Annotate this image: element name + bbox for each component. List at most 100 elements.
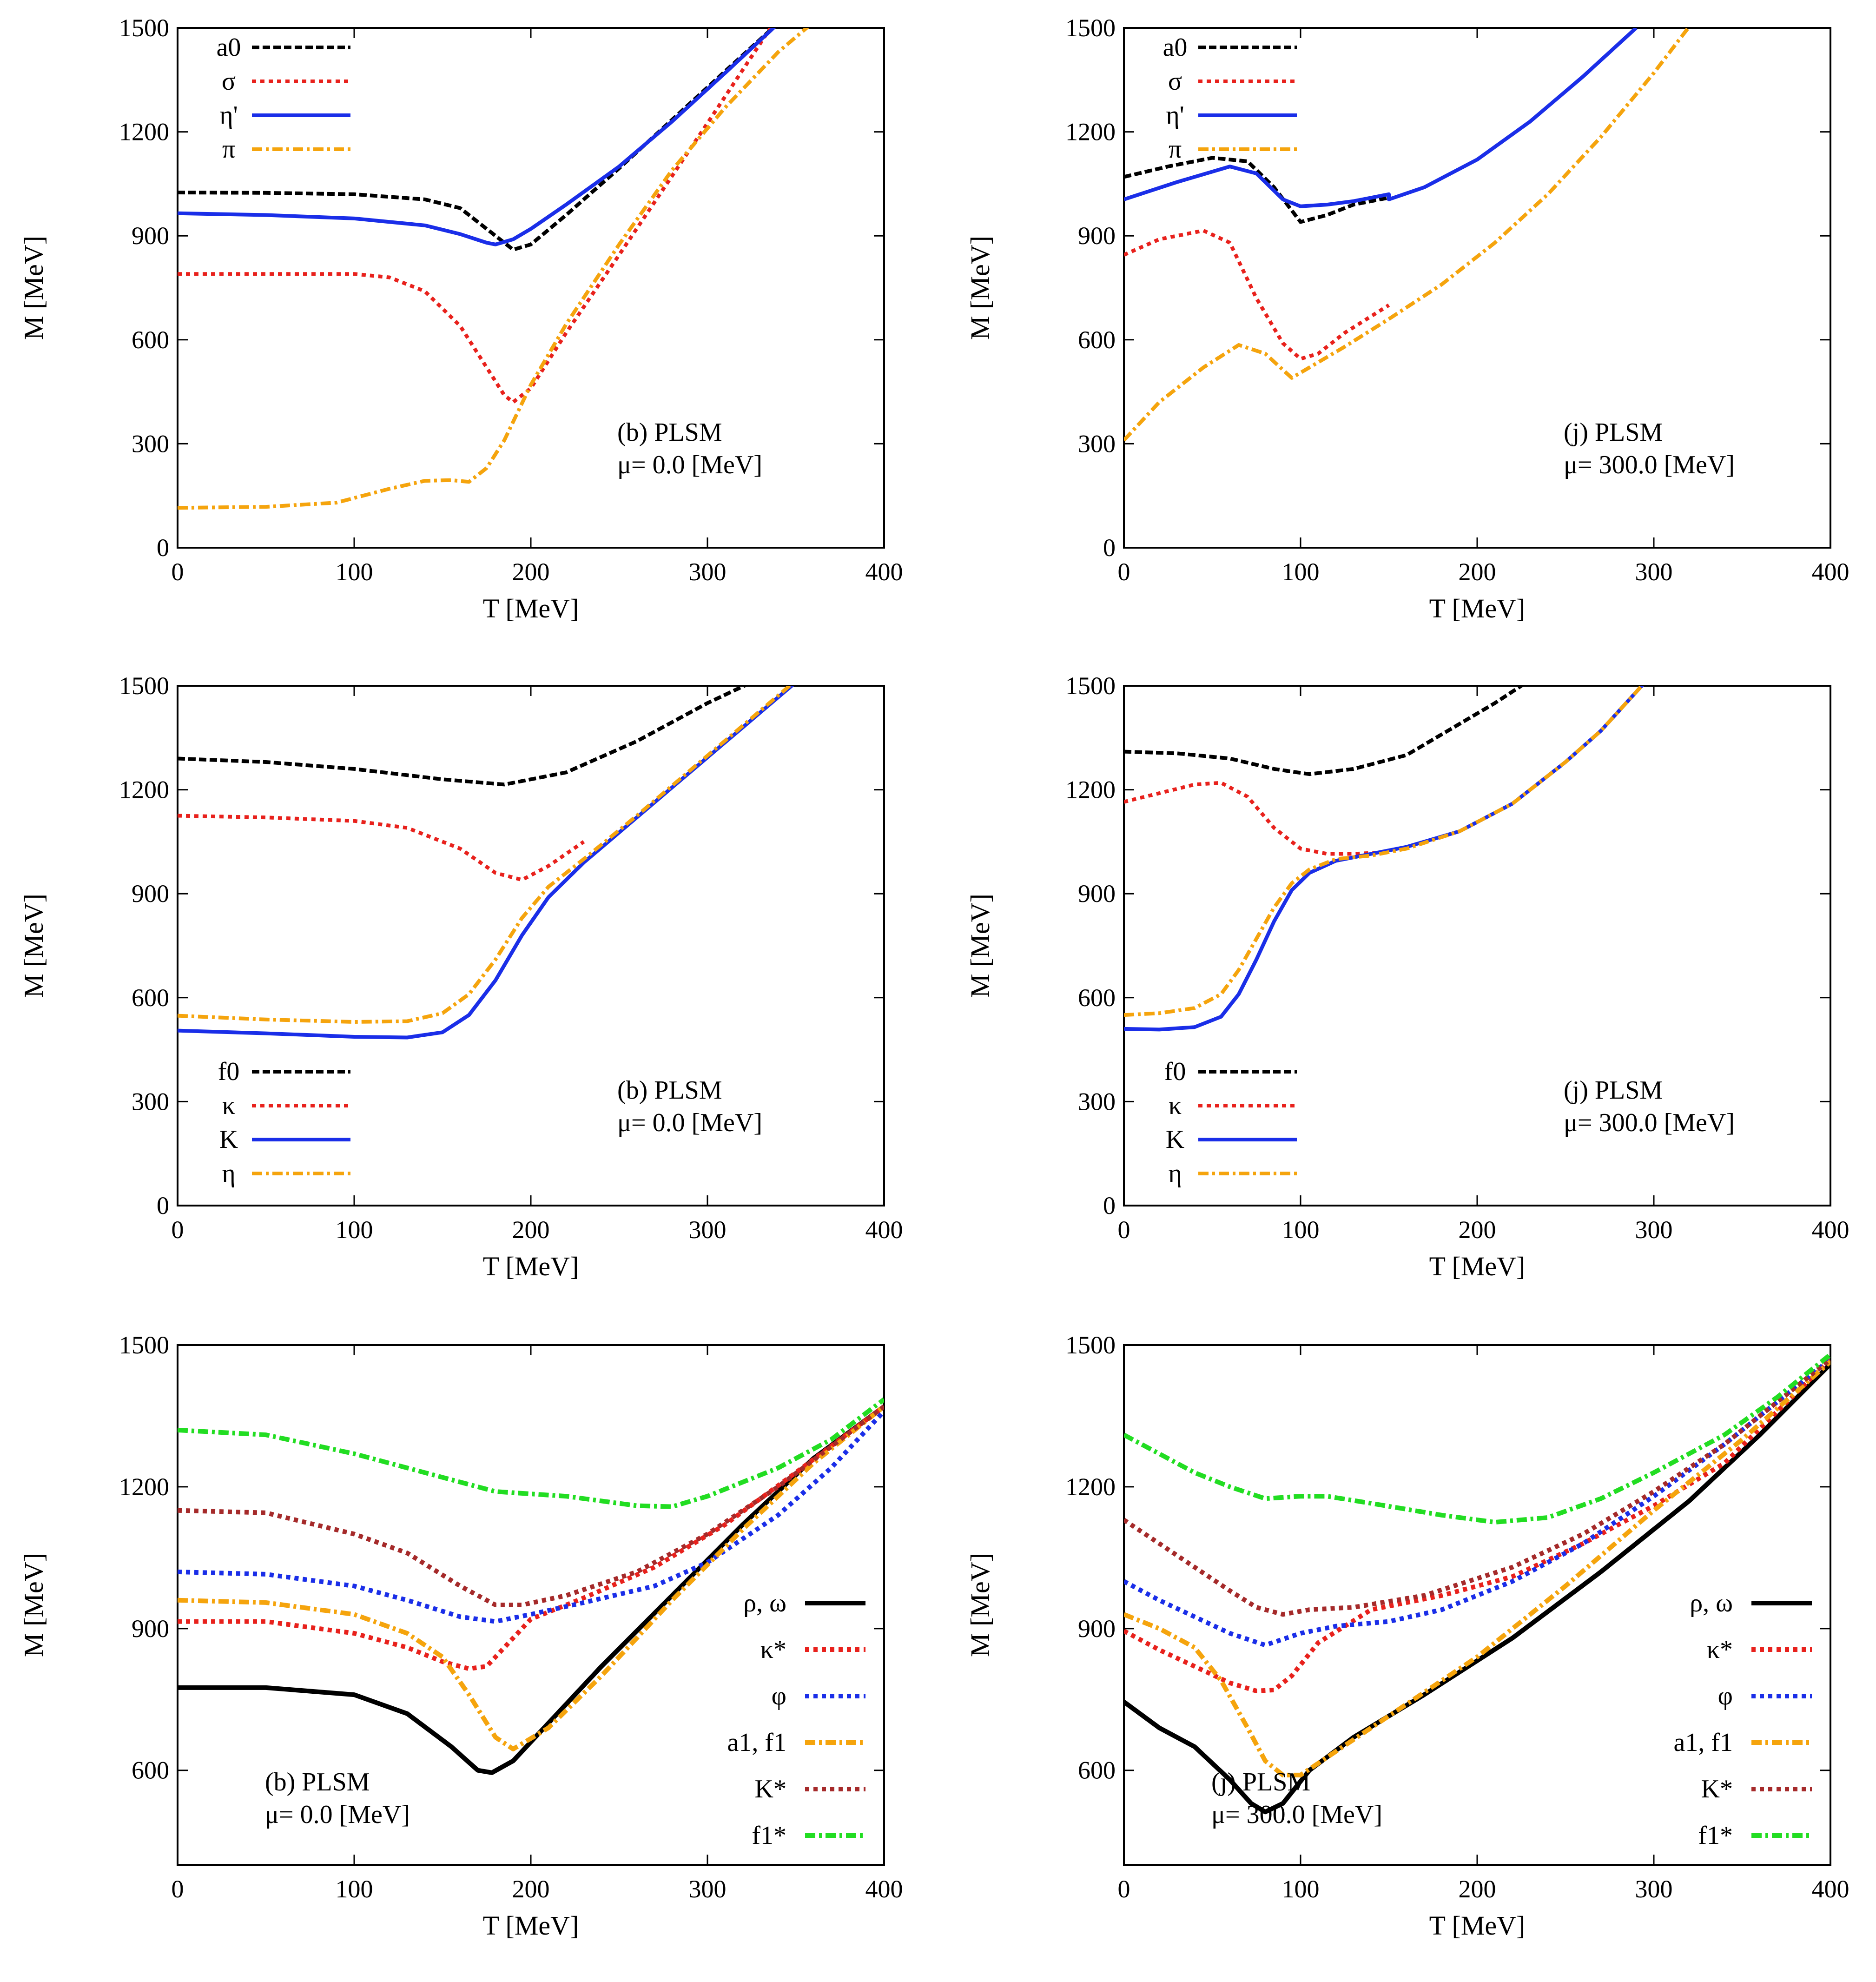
x-tick-label: 400 xyxy=(865,1216,903,1244)
x-tick-label: 300 xyxy=(689,558,727,586)
series-line-2 xyxy=(1124,229,1390,361)
y-tick-label: 900 xyxy=(132,222,169,250)
series-line-2 xyxy=(1124,781,1389,856)
chart-panel-pseudoscalar-mesons-mu0: 0 100 200 300 400 0 300 600 900 1200 1500 T [MeV] M … xyxy=(19,672,903,1281)
y-tick-label: 0 xyxy=(157,1192,169,1220)
legend-label-2: κ* xyxy=(760,1635,786,1664)
chart-panel-pseudoscalar-mesons-mu300: 0 100 200 300 400 0 300 600 900 1200 1500 T [MeV] M … xyxy=(965,672,1850,1281)
y-tick-label: 900 xyxy=(1078,222,1116,250)
legend-label-4: a1, f1 xyxy=(1673,1728,1733,1757)
legend-label-4: π xyxy=(1169,135,1182,164)
x-tick-label: 0 xyxy=(172,558,184,586)
legend-label-2: κ xyxy=(222,1091,235,1120)
x-tick-label: 300 xyxy=(1635,558,1673,586)
series-line-4 xyxy=(1124,1359,1830,1777)
legend-label-3: φ xyxy=(772,1682,786,1710)
legend-label-1: ρ, ω xyxy=(1690,1589,1733,1617)
x-tick-label: 0 xyxy=(1118,1875,1130,1903)
y-tick-label: 1200 xyxy=(119,1473,169,1501)
legend-label-5: K* xyxy=(1701,1775,1733,1803)
y-tick-label: 0 xyxy=(157,534,169,562)
x-tick-label: 100 xyxy=(336,1875,373,1903)
series-line-5 xyxy=(1124,1357,1830,1617)
x-tick-label: 0 xyxy=(1118,558,1130,586)
legend-label-4: a1, f1 xyxy=(727,1728,786,1757)
y-tick-label: 900 xyxy=(132,880,169,908)
panel-annotation-1: (j) PLSM xyxy=(1564,418,1663,447)
legend-label-4: π xyxy=(222,135,235,164)
x-tick-label: 200 xyxy=(512,1875,550,1903)
series-line-1 xyxy=(1124,156,1389,224)
legend-label-5: K* xyxy=(755,1775,786,1803)
legend-label-1: f0 xyxy=(218,1057,240,1086)
series-line-2 xyxy=(1124,1357,1830,1693)
x-tick-label: 0 xyxy=(1118,1216,1130,1244)
panel-annotation-1: (b) PLSM xyxy=(617,1076,722,1105)
y-tick-label: 1500 xyxy=(1065,1331,1116,1359)
x-tick-label: 100 xyxy=(336,1216,373,1244)
series-line-1 xyxy=(178,1405,884,1775)
panel-annotation-2: μ= 0.0 [MeV] xyxy=(617,451,762,479)
y-axis-title: M [MeV] xyxy=(19,894,49,998)
y-tick-label: 600 xyxy=(1078,326,1116,354)
x-tick-label: 100 xyxy=(1282,1216,1320,1244)
y-tick-label: 600 xyxy=(132,1757,169,1784)
series-group xyxy=(178,28,810,510)
y-axis-title: M [MeV] xyxy=(19,236,49,340)
x-tick-label: 300 xyxy=(689,1216,727,1244)
legend-label-3: η' xyxy=(219,101,238,130)
y-tick-label: 1500 xyxy=(119,1331,169,1359)
series-line-1 xyxy=(1124,686,1525,776)
x-axis-title: T [MeV] xyxy=(1429,593,1526,623)
series-line-4 xyxy=(1124,28,1691,442)
x-tick-label: 200 xyxy=(512,558,550,586)
y-tick-label: 1200 xyxy=(119,118,169,146)
panel-annotation-2: μ= 0.0 [MeV] xyxy=(617,1108,762,1137)
chart-panel-scalar-mesons-mu0: 0 100 200 300 400 0 300 600 900 1200 1500 T [MeV] M … xyxy=(19,14,903,623)
series-line-4 xyxy=(178,1405,884,1751)
legend-label-4: η xyxy=(1168,1159,1182,1188)
panel-annotation-1: (b) PLSM xyxy=(617,418,722,447)
legend-label-2: κ xyxy=(1169,1091,1182,1120)
x-axis-title: T [MeV] xyxy=(483,1251,579,1281)
series-line-4 xyxy=(178,686,793,1024)
x-tick-label: 200 xyxy=(1459,1216,1496,1244)
legend-label-4: η xyxy=(222,1159,235,1188)
series-line-2 xyxy=(178,814,585,882)
legend-label-1: a0 xyxy=(217,33,241,62)
series-line-3 xyxy=(1124,1357,1830,1648)
series-line-5 xyxy=(178,1405,884,1607)
y-tick-label: 600 xyxy=(1078,984,1116,1012)
chart-panel-vector-mesons-mu300: 0 100 200 300 400 600 900 1200 1500 T [MeV] M [MeV… xyxy=(965,1331,1850,1941)
legend-label-3: φ xyxy=(1718,1682,1733,1710)
series-group xyxy=(1124,686,1645,1032)
y-tick-label: 1200 xyxy=(1065,1473,1116,1501)
x-axis-title: T [MeV] xyxy=(483,1910,579,1941)
series-line-3 xyxy=(1124,28,1638,208)
series-group xyxy=(178,1397,884,1775)
y-tick-label: 1200 xyxy=(1065,118,1116,146)
panel-annotation-2: μ= 300.0 [MeV] xyxy=(1564,1108,1735,1137)
panel-annotation-1: (j) PLSM xyxy=(1564,1076,1663,1105)
x-tick-label: 400 xyxy=(1812,558,1850,586)
series-line-4 xyxy=(1124,686,1645,1017)
legend-label-2: κ* xyxy=(1707,1635,1733,1664)
x-tick-label: 300 xyxy=(1635,1875,1673,1903)
y-tick-label: 0 xyxy=(1103,534,1116,562)
chart-panel-vector-mesons-mu0: 0 100 200 300 400 600 900 1200 1500 T [MeV] M [MeV… xyxy=(19,1331,903,1941)
x-axis-title: T [MeV] xyxy=(1429,1251,1526,1281)
y-tick-label: 600 xyxy=(132,984,169,1012)
y-tick-label: 900 xyxy=(132,1615,169,1643)
x-tick-label: 100 xyxy=(1282,558,1320,586)
y-tick-label: 0 xyxy=(1103,1192,1116,1220)
panel-annotation-1: (b) PLSM xyxy=(265,1768,370,1796)
legend-label-3: K xyxy=(219,1125,238,1154)
x-tick-label: 300 xyxy=(689,1875,727,1903)
x-tick-label: 100 xyxy=(336,558,373,586)
y-tick-label: 1500 xyxy=(1065,672,1116,700)
series-line-3 xyxy=(178,1409,884,1624)
panel-annotation-2: μ= 300.0 [MeV] xyxy=(1564,451,1735,479)
legend-label-1: a0 xyxy=(1163,33,1188,62)
x-tick-label: 400 xyxy=(1812,1216,1850,1244)
